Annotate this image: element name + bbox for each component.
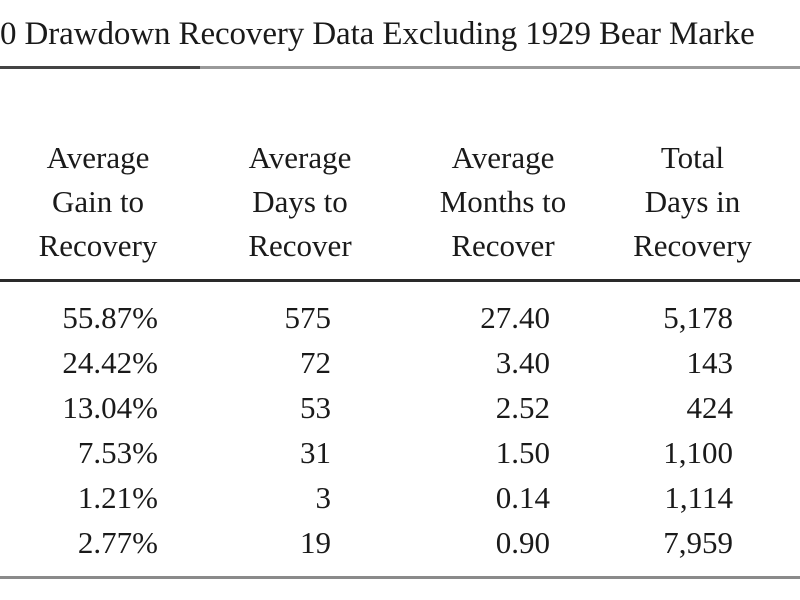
table-cell: 19 (300, 525, 331, 560)
table-cell: 27.40 (480, 300, 550, 335)
table-cell: 1.50 (495, 435, 550, 470)
header-line: Months to (439, 184, 567, 219)
table-cell: 24.42% (62, 345, 158, 380)
table-cell: 3 (315, 480, 332, 515)
header-line: Gain to (51, 184, 145, 219)
table-cell: 53 (300, 390, 331, 425)
table-cell: 1,100 (663, 435, 733, 470)
header-rule (0, 279, 800, 282)
table-cell: 55.87% (62, 300, 158, 335)
table-title: 0 Drawdown Recovery Data Excluding 1929 … (0, 16, 755, 52)
table-cell: 1.21% (77, 480, 158, 515)
table-cell: 0.90 (495, 525, 550, 560)
bottom-rule (0, 576, 800, 579)
table-cell: 7,959 (663, 525, 733, 560)
column-header-total-days: Total Days in Recovery (620, 136, 765, 268)
column-header-avg-months: Average Months to Recover (418, 136, 588, 268)
column-header-avg-gain: Average Gain to Recovery (28, 136, 168, 268)
header-line: Average (248, 140, 352, 175)
table-cell: 143 (686, 345, 734, 380)
table-cell: 5,178 (663, 300, 733, 335)
header-line: Days in (644, 184, 741, 219)
header-line: Total (660, 140, 725, 175)
header-line: Days to (252, 184, 348, 219)
table-cell: 1,114 (664, 480, 733, 515)
table-cell: 575 (284, 300, 332, 335)
header-line: Average (46, 140, 150, 175)
title-rule (0, 66, 800, 69)
column-header-avg-days: Average Days to Recover (230, 136, 370, 268)
header-line: Recovery (38, 228, 158, 263)
table-cell: 2.77% (77, 525, 158, 560)
table-cell: 7.53% (77, 435, 158, 470)
table-cell: 13.04% (62, 390, 158, 425)
header-line: Average (451, 140, 555, 175)
header-line: Recover (248, 228, 352, 263)
table-cell: 31 (300, 435, 331, 470)
table-cell: 72 (300, 345, 331, 380)
title-rule-accent (0, 66, 200, 69)
table-cell: 2.52 (495, 390, 550, 425)
table-cell: 0.14 (495, 480, 550, 515)
table-cell: 424 (686, 390, 734, 425)
table-cell: 3.40 (495, 345, 550, 380)
header-line: Recover (451, 228, 555, 263)
header-line: Recovery (633, 228, 752, 263)
